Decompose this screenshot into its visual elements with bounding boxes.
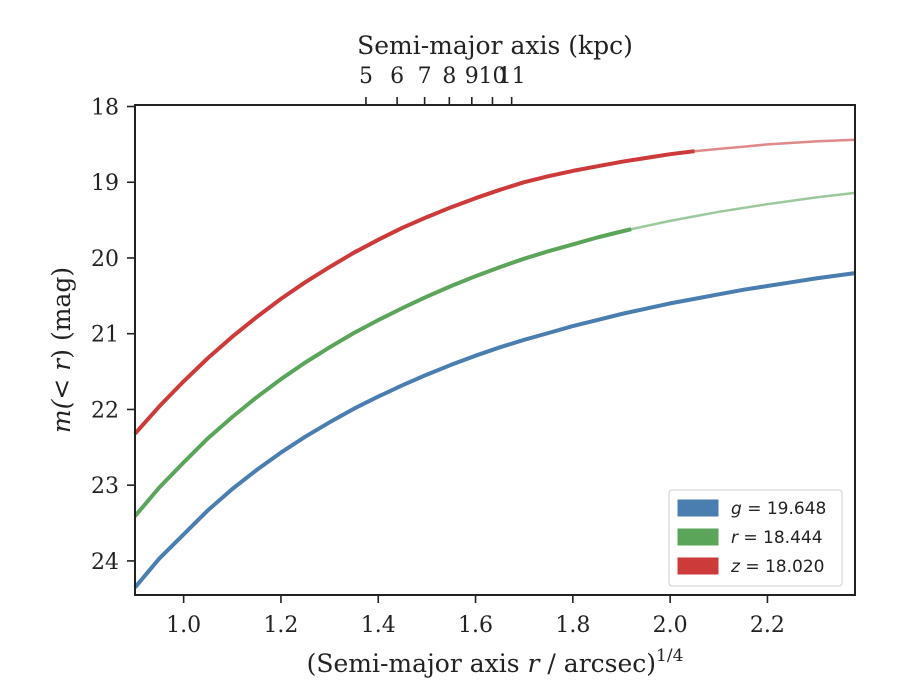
plot-frame [134, 104, 856, 596]
legend-swatch-z [677, 557, 719, 575]
x-tick-label-0: 1.0 [166, 613, 201, 638]
x-tick-label-5: 2.0 [653, 613, 688, 638]
top-tick-label-5: 10 [478, 64, 506, 89]
bottom-axis-title-mid: / arcsec) [539, 649, 656, 678]
y-axis-title-mid: < r [47, 357, 76, 400]
x-tick-label-2: 1.4 [361, 613, 396, 638]
y-tick-label-3: 21 [91, 323, 119, 348]
legend-label-g: g = 19.648 [731, 499, 826, 519]
top-tick-label-4: 9 [465, 64, 479, 89]
top-axis-title: Semi-major axis (kpc) [357, 31, 633, 60]
legend-label-z: z = 18.020 [730, 557, 824, 577]
bottom-axis-title-prefix: (Semi-major axis [307, 649, 528, 678]
top-tick-label-0: 5 [359, 64, 373, 89]
series-line-g [133, 271, 856, 589]
x-tick-label-3: 1.6 [458, 613, 493, 638]
top-tick-label-6: 11 [498, 64, 526, 89]
x-axis-bottom: 1.0 1.2 1.4 1.6 1.8 2.0 2.2 [166, 595, 785, 638]
bottom-axis-title-exponent: 1/4 [656, 646, 683, 666]
y-tick-label-1: 19 [91, 171, 119, 196]
x-tick-label-1: 1.2 [263, 613, 298, 638]
top-tick-label-1: 6 [390, 64, 404, 89]
legend: g = 19.648 r = 18.444 z = 18.020 [668, 489, 843, 587]
series-lines [133, 138, 857, 589]
series-line-r-extrapolated [629, 191, 857, 231]
legend-swatch-r [677, 528, 719, 546]
bottom-axis-title-var: r [528, 649, 542, 678]
y-axis-title: m(< r) (mag) [47, 267, 76, 433]
x-tick-label-6: 2.2 [750, 613, 785, 638]
legend-label-r: r = 18.444 [731, 528, 823, 548]
y-tick-label-2: 20 [91, 247, 119, 272]
y-axis-left: 18 19 20 21 22 23 24 [91, 96, 135, 575]
series-line-z-extrapolated [693, 138, 857, 153]
top-tick-label-3: 8 [442, 64, 456, 89]
top-tick-label-2: 7 [418, 64, 432, 89]
y-tick-label-4: 22 [91, 398, 119, 423]
bottom-axis-title: (Semi-major axis r / arcsec)1/4 [307, 646, 684, 678]
series-line-z [133, 149, 695, 436]
y-axis-title-prefix: m( [47, 398, 76, 433]
legend-swatch-g [677, 499, 719, 517]
y-tick-label-0: 18 [91, 96, 119, 121]
y-axis-title-suffix: ) (mag) [47, 267, 76, 359]
y-tick-label-5: 23 [91, 474, 119, 499]
series-line-r [133, 227, 632, 518]
y-tick-label-6: 24 [91, 550, 119, 575]
x-tick-label-4: 1.8 [555, 613, 590, 638]
